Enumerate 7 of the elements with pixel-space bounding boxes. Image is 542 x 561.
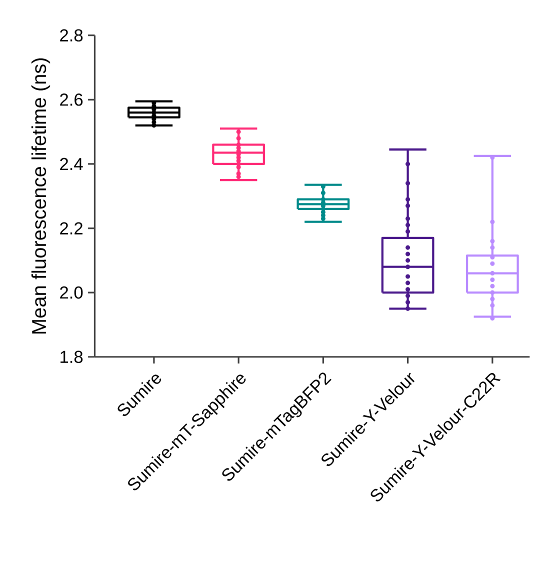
y-tick-label: 2.6 xyxy=(60,94,82,106)
y-tick-label: 1.8 xyxy=(60,350,82,364)
y-tick-label: 2.4 xyxy=(60,158,83,170)
y-tick-label: 2.0 xyxy=(60,286,83,299)
y-tick-label: 2.8 xyxy=(60,29,82,42)
y-tick-label: 2.2 xyxy=(60,222,82,234)
y-axis-title: Mean fluorescence lifetime (ns) xyxy=(31,58,50,334)
